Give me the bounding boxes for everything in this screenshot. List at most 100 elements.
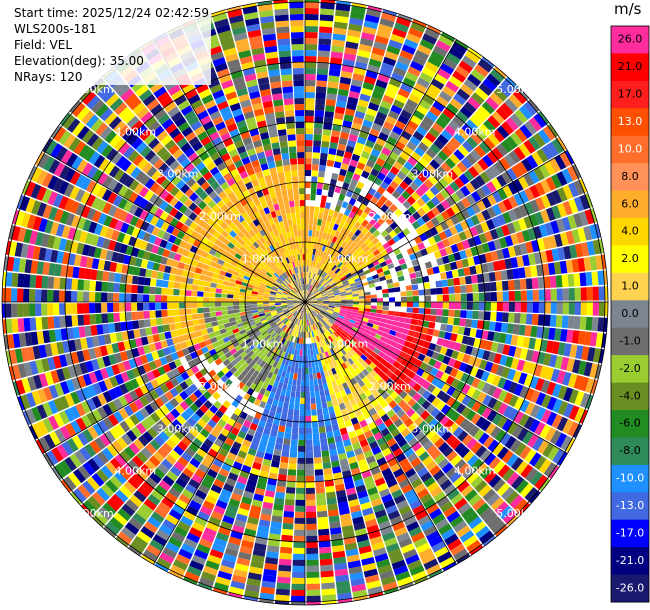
range-gate	[224, 257, 232, 264]
range-gate	[279, 285, 285, 290]
range-gate	[305, 397, 311, 405]
range-gate	[209, 348, 217, 356]
range-gate	[524, 325, 532, 337]
range-gate	[410, 278, 418, 285]
range-gate	[493, 66, 507, 78]
range-gate	[69, 186, 80, 200]
range-gate	[319, 546, 332, 554]
range-gate	[601, 333, 607, 348]
range-gate	[76, 350, 85, 363]
range-gate	[273, 326, 280, 332]
range-gate	[97, 212, 108, 225]
range-gate	[352, 304, 359, 308]
range-gate	[305, 481, 315, 488]
range-gate	[259, 367, 266, 375]
range-gate	[123, 446, 136, 459]
range-gate	[584, 209, 595, 225]
range-gate	[257, 306, 264, 310]
range-gate	[320, 310, 327, 314]
range-gate	[295, 355, 300, 362]
range-gate	[264, 311, 271, 315]
range-gate	[216, 473, 227, 483]
range-gate	[508, 195, 519, 209]
range-gate	[337, 592, 352, 601]
range-gate	[279, 315, 286, 320]
range-gate	[506, 453, 519, 468]
range-gate	[311, 254, 315, 261]
range-gate	[196, 302, 204, 308]
range-gate	[556, 137, 567, 151]
range-gate	[235, 355, 243, 363]
range-gate	[261, 395, 269, 403]
range-gate	[583, 225, 593, 241]
range-gate	[498, 333, 507, 344]
range-gate	[289, 451, 298, 458]
range-gate	[251, 417, 260, 426]
range-gate	[91, 395, 102, 409]
range-gate	[257, 302, 264, 305]
range-gate	[305, 85, 316, 93]
range-gate	[256, 342, 263, 349]
range-gate	[306, 583, 321, 590]
range-gate	[529, 471, 543, 486]
range-gate	[373, 431, 383, 441]
range-gate	[555, 275, 563, 288]
range-gate	[143, 277, 151, 286]
range-gate	[384, 452, 395, 462]
range-gate	[393, 418, 404, 428]
range-gate	[323, 467, 333, 475]
range-gate	[346, 203, 354, 211]
range-gate	[267, 371, 274, 379]
range-gate	[185, 431, 196, 442]
range-gate	[417, 44, 432, 56]
range-gate	[309, 385, 315, 392]
range-gate	[224, 378, 233, 387]
range-gate	[97, 406, 108, 419]
range-gate	[376, 514, 389, 525]
range-gate	[336, 199, 344, 207]
range-gate	[325, 285, 331, 290]
range-gate	[334, 268, 341, 274]
range-gate	[344, 387, 352, 395]
range-gate	[161, 317, 169, 325]
range-gate	[38, 218, 48, 233]
range-gate	[305, 56, 317, 63]
range-gate	[203, 565, 218, 576]
range-gate	[401, 403, 412, 413]
range-gate	[324, 266, 330, 273]
range-gate	[394, 120, 407, 130]
range-gate	[542, 236, 552, 250]
range-gate	[270, 345, 276, 353]
range-gate	[370, 327, 378, 334]
range-gate	[486, 492, 501, 507]
range-gate	[428, 418, 439, 429]
range-gate	[332, 550, 346, 559]
range-gate	[305, 355, 309, 362]
range-gate	[308, 292, 313, 298]
range-gate	[70, 492, 83, 505]
range-gate	[326, 288, 333, 293]
range-gate	[185, 368, 195, 378]
range-gate	[394, 311, 401, 317]
range-gate	[393, 161, 403, 171]
range-gate	[313, 342, 318, 349]
range-gate	[244, 326, 252, 332]
range-gate	[589, 332, 598, 347]
range-gate	[471, 521, 487, 535]
range-gate	[482, 320, 490, 331]
range-gate	[573, 375, 584, 390]
range-gate	[111, 342, 120, 354]
range-gate	[211, 277, 218, 284]
range-gate	[428, 83, 442, 95]
range-gate	[245, 302, 252, 306]
range-gate	[167, 288, 174, 296]
range-gate	[471, 92, 485, 105]
range-gate	[211, 243, 220, 251]
range-gate	[29, 230, 38, 245]
range-gate	[165, 492, 178, 504]
range-gate	[314, 206, 320, 213]
range-gate	[398, 338, 406, 346]
range-gate	[42, 262, 50, 275]
range-gate	[311, 415, 318, 422]
range-gate	[212, 325, 220, 332]
